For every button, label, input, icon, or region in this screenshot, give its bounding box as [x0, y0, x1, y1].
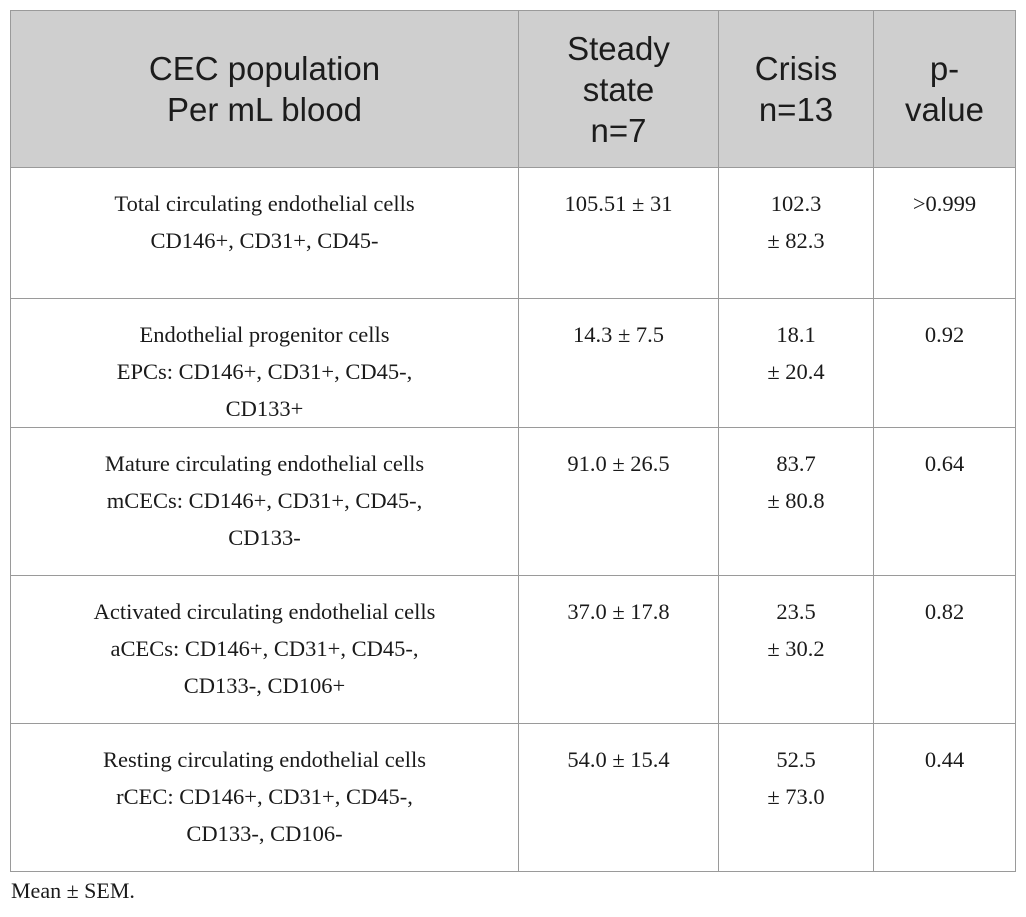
crisis-line: 102.3 [770, 191, 822, 216]
population-line: CD133+ [225, 396, 304, 421]
table-row: Total circulating endothelial cells CD14… [10, 167, 1016, 299]
population-line: aCECs: CD146+, CD31+, CD45-, [110, 636, 419, 661]
crisis-line: 52.5 [776, 747, 816, 772]
table-row: Resting circulating endothelial cells rC… [10, 723, 1016, 872]
header-line: state [582, 70, 655, 108]
crisis-line: ± 30.2 [767, 636, 825, 661]
crisis-cell: 83.7 ± 80.8 [718, 427, 874, 576]
population-line: CD133-, CD106+ [183, 673, 346, 698]
steady-state-cell: 54.0 ± 15.4 [518, 723, 719, 872]
steady-state-cell: 14.3 ± 7.5 [518, 298, 719, 428]
header-line: n=13 [758, 91, 834, 128]
crisis-line: 23.5 [776, 599, 816, 624]
population-line: Total circulating endothelial cells [114, 191, 415, 216]
header-line: Per mL blood [166, 91, 363, 128]
header-line: CEC population [148, 50, 381, 87]
population-cell: Activated circulating endothelial cells … [10, 575, 519, 724]
p-value-cell: 0.44 [873, 723, 1016, 872]
population-cell: Mature circulating endothelial cells mCE… [10, 427, 519, 576]
table-header-row: CEC population Per mL blood Steady state… [10, 10, 1016, 168]
p-value-cell: >0.999 [873, 167, 1016, 299]
header-crisis: Crisis n=13 [718, 10, 874, 168]
steady-state-cell: 37.0 ± 17.8 [518, 575, 719, 724]
crisis-line: 83.7 [776, 451, 816, 476]
population-cell: Resting circulating endothelial cells rC… [10, 723, 519, 872]
cec-population-table: CEC population Per mL blood Steady state… [10, 10, 1016, 872]
header-line: Crisis [754, 50, 838, 87]
population-line: Resting circulating endothelial cells [102, 747, 427, 772]
table-row: Endothelial progenitor cells EPCs: CD146… [10, 298, 1016, 428]
header-line: Steady [567, 29, 670, 67]
population-line: CD133-, CD106- [186, 821, 343, 846]
cec-table-container: CEC population Per mL blood Steady state… [10, 10, 1016, 872]
population-line: EPCs: CD146+, CD31+, CD45-, [116, 359, 413, 384]
population-line: CD146+, CD31+, CD45- [150, 228, 379, 253]
p-value-cell: 0.64 [873, 427, 1016, 576]
header-line: value [905, 91, 984, 128]
crisis-line: ± 80.8 [767, 488, 825, 513]
header-cec-population: CEC population Per mL blood [10, 10, 519, 168]
population-cell: Total circulating endothelial cells CD14… [10, 167, 519, 299]
p-value-cell: 0.82 [873, 575, 1016, 724]
crisis-cell: 102.3 ± 82.3 [718, 167, 874, 299]
crisis-cell: 18.1 ± 20.4 [718, 298, 874, 428]
population-cell: Endothelial progenitor cells EPCs: CD146… [10, 298, 519, 428]
p-value-cell: 0.92 [873, 298, 1016, 428]
population-line: mCECs: CD146+, CD31+, CD45-, [106, 488, 423, 513]
table-footnote: Mean ± SEM. [11, 878, 135, 903]
table-row: Activated circulating endothelial cells … [10, 575, 1016, 724]
steady-state-cell: 91.0 ± 26.5 [518, 427, 719, 576]
crisis-line: ± 82.3 [767, 228, 825, 253]
crisis-line: ± 20.4 [767, 359, 825, 384]
crisis-cell: 23.5 ± 30.2 [718, 575, 874, 724]
crisis-line: 18.1 [776, 322, 816, 347]
population-line: Endothelial progenitor cells [139, 322, 390, 347]
crisis-line: ± 73.0 [767, 784, 825, 809]
population-line: CD133- [228, 525, 301, 550]
steady-state-cell: 105.51 ± 31 [518, 167, 719, 299]
population-line: Mature circulating endothelial cells [104, 451, 425, 476]
header-steady-state: Steady state n=7 [518, 10, 719, 168]
table-row: Mature circulating endothelial cells mCE… [10, 427, 1016, 576]
population-line: Activated circulating endothelial cells [93, 599, 436, 624]
header-line: n=7 [590, 111, 647, 149]
crisis-cell: 52.5 ± 73.0 [718, 723, 874, 872]
header-p-value: p- value [873, 10, 1016, 168]
header-line: p- [929, 50, 960, 87]
population-line: rCEC: CD146+, CD31+, CD45-, [116, 784, 413, 809]
